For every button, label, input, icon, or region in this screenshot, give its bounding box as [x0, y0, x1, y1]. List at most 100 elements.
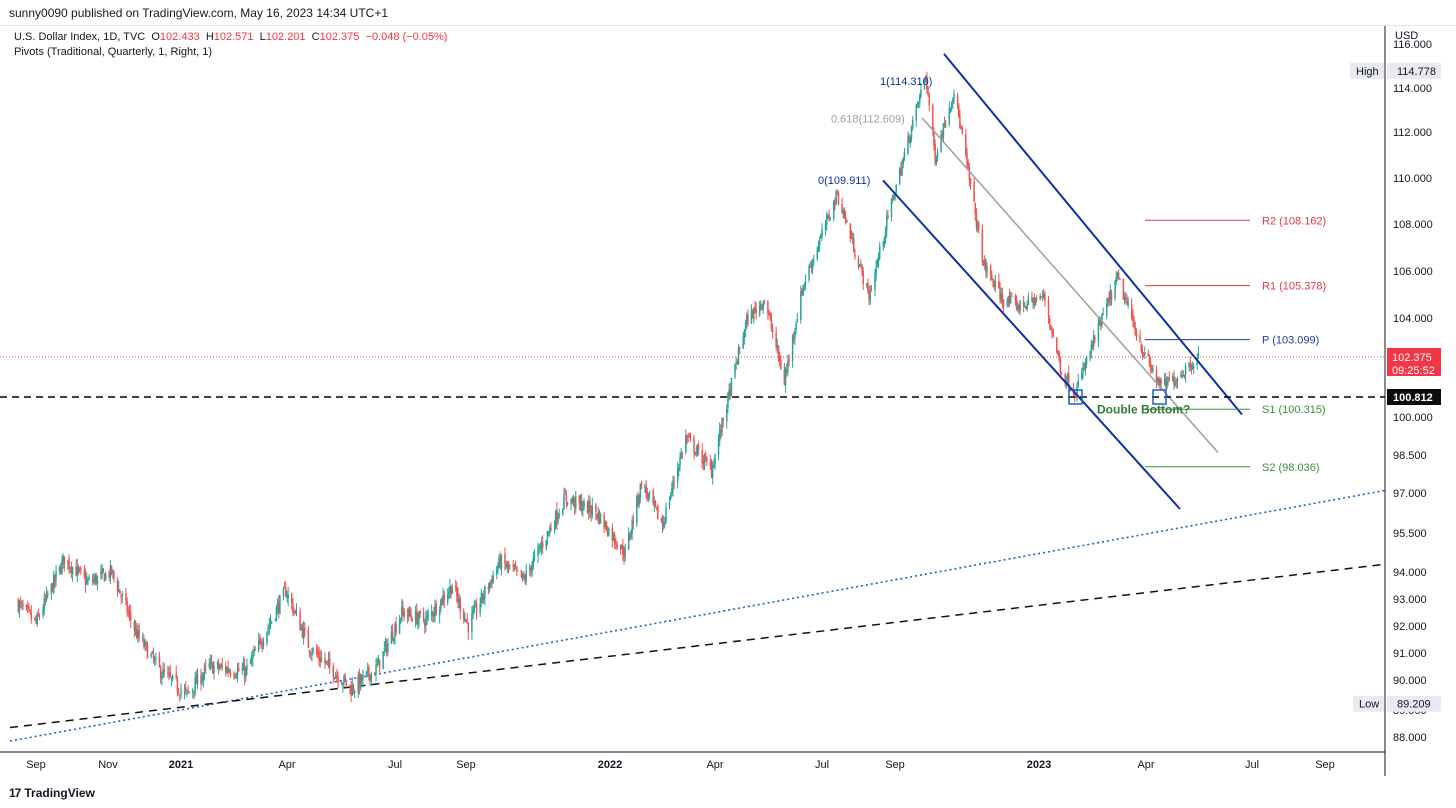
candle-body — [260, 640, 262, 646]
candle-body — [1139, 335, 1141, 343]
candle-body — [102, 568, 105, 573]
candle-body — [78, 568, 81, 570]
pivot-label: S2 (98.036) — [1262, 462, 1319, 474]
candle-body — [514, 567, 517, 569]
candle-body — [851, 237, 854, 241]
symbol-legend[interactable]: U.S. Dollar Index, 1D, TVC O102.433 H102… — [14, 31, 447, 43]
candle-body — [471, 613, 473, 633]
candle-body — [541, 542, 544, 548]
candle-body — [718, 429, 721, 441]
candle-body — [51, 584, 54, 592]
candle-body — [326, 660, 329, 662]
candle-body — [342, 683, 344, 685]
candle-body — [219, 667, 221, 669]
candle-body — [261, 645, 264, 646]
tradingview-brand[interactable]: 17 TradingView — [9, 786, 95, 800]
x-tick-label: Jul — [815, 759, 829, 771]
candle-body — [382, 651, 384, 669]
candle-body — [487, 586, 490, 589]
candle-body — [1101, 314, 1103, 325]
candle-body — [465, 619, 467, 621]
y-tick-label: 114.000 — [1393, 83, 1432, 95]
candle-body — [30, 612, 33, 620]
candle-body — [490, 580, 492, 582]
candle-body — [1031, 297, 1033, 302]
candle-body — [524, 578, 526, 581]
candle-body — [399, 618, 402, 620]
candle-body — [245, 668, 247, 678]
candle-body — [661, 520, 664, 527]
candle-body — [761, 304, 763, 309]
high-value: 114.778 — [1397, 66, 1436, 78]
candle-body — [112, 570, 114, 572]
y-tick-label: 116.000 — [1393, 39, 1432, 51]
candle-body — [128, 610, 131, 613]
candle-body — [967, 162, 969, 167]
candle-body — [488, 582, 491, 590]
indicator-legend[interactable]: Pivots (Traditional, Quarterly, 1, Right… — [14, 46, 212, 58]
candle-body — [300, 627, 302, 630]
candle-body — [227, 667, 229, 672]
y-tick-label: 92.000 — [1393, 621, 1427, 633]
candle-body — [780, 359, 782, 370]
candle-body — [1147, 353, 1150, 357]
candle-body — [1141, 351, 1144, 354]
candle-body — [596, 513, 598, 518]
candle-body — [121, 594, 124, 596]
candle-body — [137, 629, 139, 638]
candle-body — [528, 568, 531, 570]
candle-body — [1181, 375, 1183, 377]
candle-body — [869, 291, 872, 300]
candle-body — [940, 134, 942, 152]
price-chart[interactable]: 1(114.310) 0.618(112.609) 0(109.911) R2 (10… — [0, 26, 1456, 776]
candle-body — [200, 674, 202, 684]
candle-body — [580, 500, 583, 512]
candle-body — [203, 666, 206, 674]
candle-body — [915, 104, 917, 121]
candle-body — [345, 680, 348, 686]
candle-body — [903, 152, 906, 158]
candle-body — [192, 689, 194, 693]
candle-body — [824, 225, 827, 231]
candle-body — [762, 302, 764, 309]
candle-body — [50, 583, 53, 594]
double-bottom-box-2 — [1152, 389, 1167, 405]
candle-body — [377, 658, 380, 665]
candle-body — [727, 393, 729, 409]
candle-body — [234, 674, 236, 677]
candle-body — [563, 494, 565, 510]
candle-body — [283, 587, 286, 589]
candle-body — [1183, 375, 1186, 377]
candle-body — [457, 594, 459, 603]
candle-body — [1168, 378, 1171, 381]
candle-body — [802, 285, 804, 295]
candle-body — [616, 543, 618, 549]
candle-body — [1048, 318, 1051, 324]
candle-body — [711, 465, 714, 478]
candle-body — [155, 657, 157, 659]
candle-body — [135, 629, 138, 639]
candle-body — [1191, 365, 1194, 370]
candle-body — [171, 674, 174, 680]
candle-body — [473, 606, 476, 613]
candle-body — [426, 615, 428, 619]
candle-body — [290, 593, 293, 604]
candle-body — [547, 531, 550, 533]
candle-body — [1069, 388, 1071, 390]
candle-body — [687, 436, 689, 438]
indicator-name[interactable]: Pivots (Traditional, Quarterly, 1, Right… — [14, 46, 213, 58]
candle-body — [299, 611, 301, 631]
candle-body — [35, 618, 37, 623]
candle-body — [738, 347, 741, 349]
candle-body — [720, 429, 722, 434]
candle-body — [1182, 375, 1185, 377]
candle-body — [168, 673, 170, 675]
candle-body — [1116, 272, 1119, 278]
candle-body — [532, 558, 535, 567]
candle-body — [630, 531, 632, 539]
y-tick-label: 95.500 — [1393, 528, 1427, 540]
candle-body — [778, 356, 781, 361]
last-price-value: 102.375 — [1392, 352, 1432, 364]
candle-body — [88, 578, 90, 580]
symbol-name[interactable]: U.S. Dollar Index, 1D, TVC — [14, 31, 146, 43]
